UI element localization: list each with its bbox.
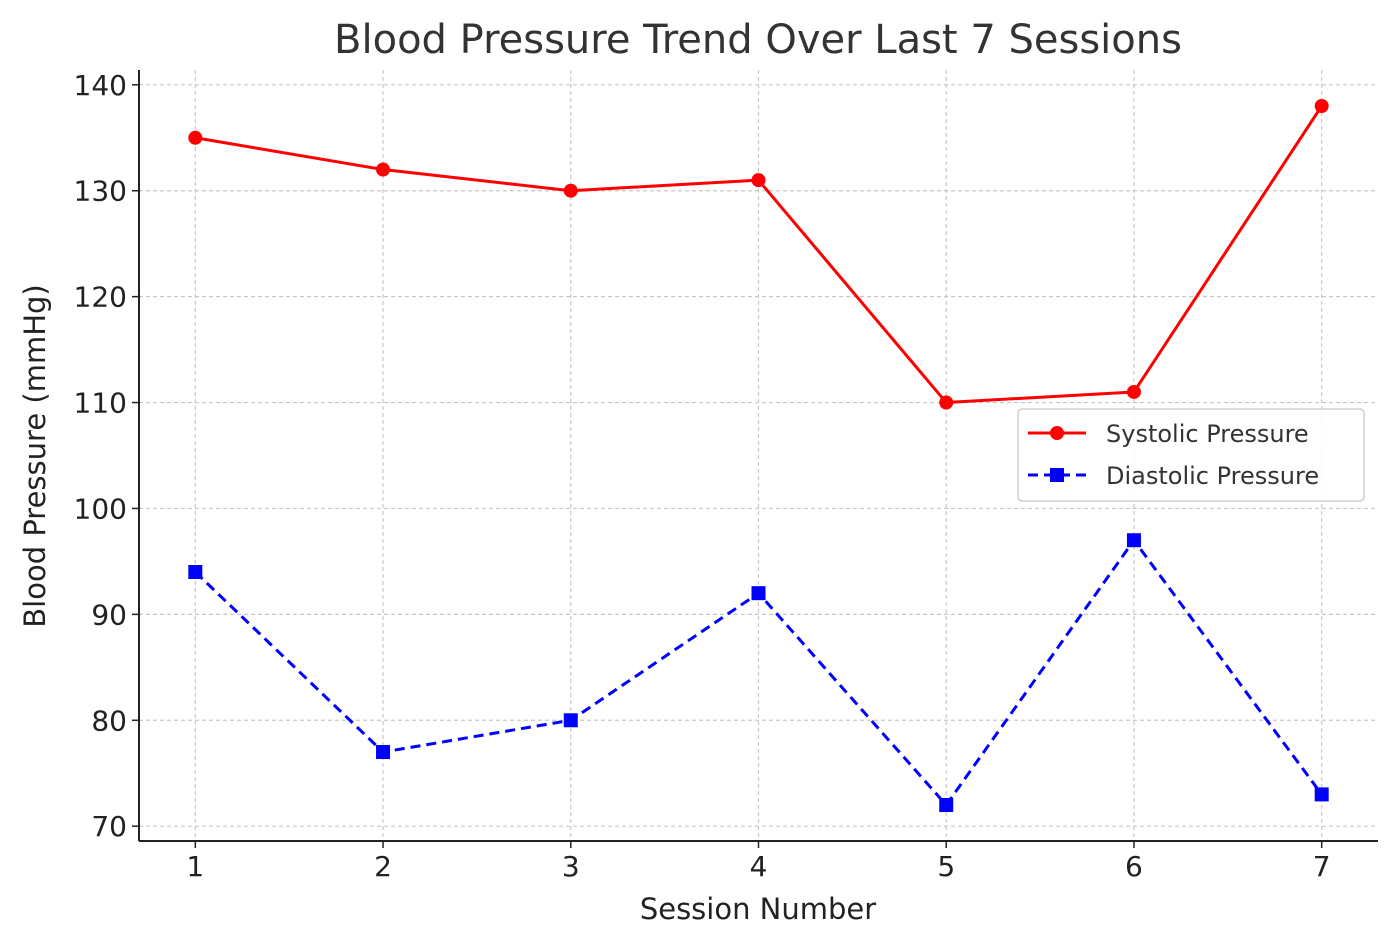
y-tick-label: 140 [74, 69, 127, 102]
diastolic-pressure-point [188, 564, 203, 579]
diastolic-pressure-point [1126, 533, 1141, 548]
y-axis-label: Blood Pressure (mmHg) [18, 284, 52, 627]
y-tick-label: 80 [91, 704, 127, 737]
legend-diastolic-pressure-label: Diastolic Pressure [1106, 462, 1319, 490]
legend-systolic-pressure-marker [1050, 426, 1064, 440]
axes [132, 70, 1378, 848]
y-tick-label: 130 [74, 175, 127, 208]
x-tick-label: 2 [374, 850, 392, 883]
legend-systolic-pressure-label: Systolic Pressure [1106, 420, 1309, 448]
diastolic-pressure-point [376, 745, 391, 760]
y-tick-label: 90 [91, 598, 127, 631]
tick-labels: 1 2 3 4 5 6 7 70 80 90 100 110 120 130 140 [74, 69, 1331, 883]
y-tick-label: 70 [91, 810, 127, 843]
y-tick-label: 120 [74, 281, 127, 314]
systolic-pressure-point [563, 183, 578, 198]
legend: Systolic Pressure Diastolic Pressure [1017, 408, 1365, 502]
x-axis-label: Session Number [640, 892, 876, 926]
x-tick-label: 1 [186, 850, 204, 883]
systolic-pressure-point [751, 173, 766, 188]
diastolic-pressure-point [1314, 787, 1329, 802]
systolic-pressure-point [939, 395, 954, 410]
systolic-pressure-point [188, 130, 203, 145]
y-tick-label: 100 [74, 492, 127, 525]
series-lines [188, 99, 1329, 812]
x-tick-label: 6 [1125, 850, 1143, 883]
systolic-pressure-point [1314, 99, 1329, 114]
y-tick-label: 110 [74, 387, 127, 420]
legend-diastolic-pressure-marker [1050, 468, 1064, 482]
diastolic-pressure-point [939, 797, 954, 812]
diastolic-pressure-point [751, 586, 766, 601]
systolic-pressure-point [376, 162, 391, 177]
x-tick-label: 5 [937, 850, 955, 883]
systolic-pressure-point [1126, 384, 1141, 399]
diastolic-pressure-point [563, 713, 578, 728]
legend-box [1017, 408, 1365, 502]
x-tick-label: 7 [1313, 850, 1331, 883]
chart-title: Blood Pressure Trend Over Last 7 Session… [334, 17, 1182, 63]
x-tick-label: 4 [750, 850, 768, 883]
x-tick-label: 3 [562, 850, 580, 883]
